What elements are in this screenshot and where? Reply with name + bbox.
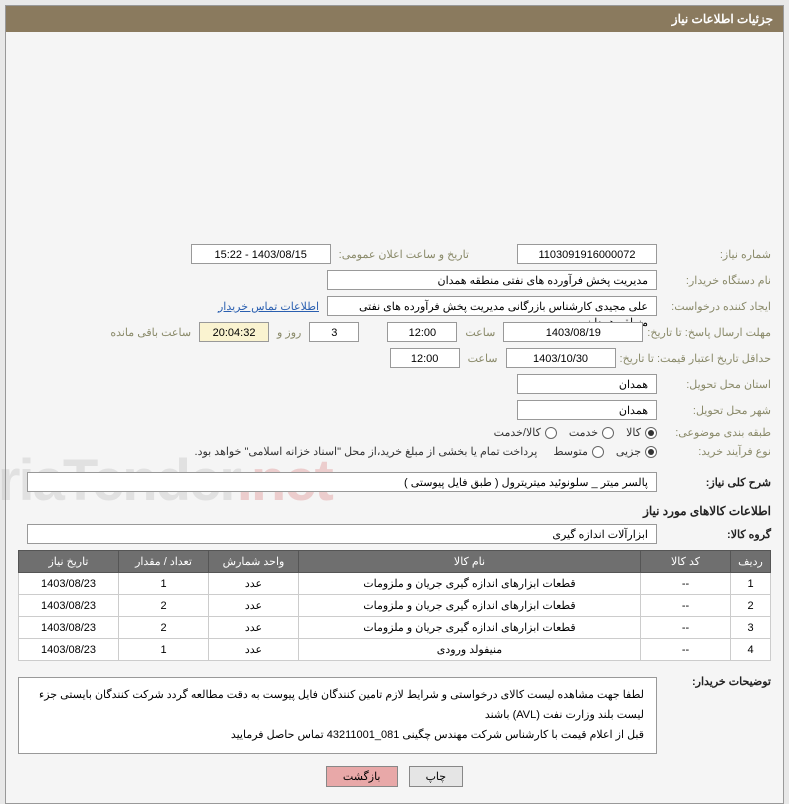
field-requester: علی مجیدی کارشناس بازرگانی مدیریت پخش فر… <box>327 296 657 316</box>
cell-idx: 2 <box>731 595 771 617</box>
th-idx: ردیف <box>731 551 771 573</box>
cell-code: -- <box>641 595 731 617</box>
label-days-and: روز و <box>273 326 305 339</box>
th-code: کد کالا <box>641 551 731 573</box>
cell-date: 1403/08/23 <box>19 639 119 661</box>
field-overall-desc: پالسر میتر _ سلونوئید میتریترول ( طبق فا… <box>27 472 657 492</box>
return-button[interactable]: بازگشت <box>326 766 398 787</box>
cell-name: منیفولد ورودی <box>299 639 641 661</box>
radio-goods[interactable]: کالا <box>626 426 657 439</box>
cell-unit: عدد <box>209 617 299 639</box>
cell-code: -- <box>641 639 731 661</box>
label-buyer-notes: توضیحات خریدار: <box>661 669 771 688</box>
radio-goods-input[interactable] <box>645 427 657 439</box>
label-requester: ایجاد کننده درخواست: <box>661 300 771 313</box>
cell-name: قطعات ابزارهای اندازه گیری جریان و ملزوم… <box>299 595 641 617</box>
notes-line-1: لطفا جهت مشاهده لیست کالای درخواستی و شر… <box>31 686 644 726</box>
radio-both-input[interactable] <box>545 427 557 439</box>
field-province: همدان <box>517 374 657 394</box>
field-validity-time: 12:00 <box>390 348 460 368</box>
cell-idx: 4 <box>731 639 771 661</box>
label-buyer-org: نام دستگاه خریدار: <box>661 274 771 287</box>
th-qty: تعداد / مقدار <box>119 551 209 573</box>
cell-unit: عدد <box>209 573 299 595</box>
th-unit: واحد شمارش <box>209 551 299 573</box>
cell-date: 1403/08/23 <box>19 595 119 617</box>
cell-date: 1403/08/23 <box>19 573 119 595</box>
radio-partial[interactable]: جزیی <box>616 445 657 458</box>
label-hour-2: ساعت <box>464 352 502 365</box>
label-hour-1: ساعت <box>461 326 499 339</box>
cell-code: -- <box>641 573 731 595</box>
radio-medium[interactable]: متوسط <box>553 445 604 458</box>
radio-service-input[interactable] <box>602 427 614 439</box>
proc-type-group: جزیی متوسط <box>553 445 657 458</box>
cell-unit: عدد <box>209 595 299 617</box>
proc-note: پرداخت تمام یا بخشی از مبلغ خرید،از محل … <box>195 445 538 458</box>
field-deadline-date: 1403/08/19 <box>503 322 643 342</box>
th-name: نام کالا <box>299 551 641 573</box>
subject-category-group: کالا خدمت کالا/خدمت <box>494 426 657 439</box>
cell-code: -- <box>641 617 731 639</box>
cell-unit: عدد <box>209 639 299 661</box>
table-row: 3--قطعات ابزارهای اندازه گیری جریان و مل… <box>19 617 771 639</box>
print-button[interactable]: چاپ <box>409 766 464 787</box>
label-deadline: مهلت ارسال پاسخ: تا تاریخ: <box>647 326 771 339</box>
field-city: همدان <box>517 400 657 420</box>
button-bar: چاپ بازگشت <box>18 754 771 791</box>
label-min-validity: حداقل تاریخ اعتبار قیمت: تا تاریخ: <box>620 352 771 365</box>
label-province: استان محل تحویل: <box>661 378 771 391</box>
cell-idx: 3 <box>731 617 771 639</box>
radio-medium-input[interactable] <box>592 446 604 458</box>
buyer-notes-box: لطفا جهت مشاهده لیست کالای درخواستی و شر… <box>18 677 657 754</box>
label-goods-group: گروه کالا: <box>661 528 771 541</box>
notes-line-2: قبل از اعلام قیمت با کارشناس شرکت مهندس … <box>31 726 644 746</box>
table-header-row: ردیف کد کالا نام کالا واحد شمارش تعداد /… <box>19 551 771 573</box>
field-announce-dt: 1403/08/15 - 15:22 <box>191 244 331 264</box>
label-announce-dt: تاریخ و ساعت اعلان عمومی: <box>335 248 473 261</box>
field-time-left: 20:04:32 <box>199 322 269 342</box>
table-row: 1--قطعات ابزارهای اندازه گیری جریان و مل… <box>19 573 771 595</box>
buyer-contact-link[interactable]: اطلاعات تماس خریدار <box>218 300 323 313</box>
cell-qty: 2 <box>119 617 209 639</box>
section-goods-info: اطلاعات کالاهای مورد نیاز <box>18 504 771 518</box>
panel-title: جزئیات اطلاعات نیاز <box>6 6 783 32</box>
radio-service[interactable]: خدمت <box>569 426 614 439</box>
th-date: تاریخ نیاز <box>19 551 119 573</box>
radio-both[interactable]: کالا/خدمت <box>494 426 557 439</box>
field-days-left: 3 <box>309 322 359 342</box>
label-city: شهر محل تحویل: <box>661 404 771 417</box>
table-row: 2--قطعات ابزارهای اندازه گیری جریان و مل… <box>19 595 771 617</box>
label-subject-cat: طبقه بندی موضوعی: <box>661 426 771 439</box>
goods-table: ردیف کد کالا نام کالا واحد شمارش تعداد /… <box>18 550 771 661</box>
cell-date: 1403/08/23 <box>19 617 119 639</box>
cell-qty: 2 <box>119 595 209 617</box>
field-buyer-org: مدیریت پخش فرآورده های نفتی منطقه همدان <box>327 270 657 290</box>
field-need-no: 1103091916000072 <box>517 244 657 264</box>
label-need-no: شماره نیاز: <box>661 248 771 261</box>
cell-qty: 1 <box>119 573 209 595</box>
cell-idx: 1 <box>731 573 771 595</box>
label-overall-desc: شرح کلی نیاز: <box>661 476 771 489</box>
detail-panel: جزئیات اطلاعات نیاز AriaTender.net شماره… <box>5 5 784 804</box>
table-row: 4--منیفولد ورودیعدد11403/08/23 <box>19 639 771 661</box>
label-proc-type: نوع فرآیند خرید: <box>661 445 771 458</box>
cell-name: قطعات ابزارهای اندازه گیری جریان و ملزوم… <box>299 573 641 595</box>
label-remaining: ساعت باقی مانده <box>106 326 195 339</box>
field-validity-date: 1403/10/30 <box>506 348 616 368</box>
cell-qty: 1 <box>119 639 209 661</box>
field-goods-group: ابزارآلات اندازه گیری <box>27 524 657 544</box>
radio-partial-input[interactable] <box>645 446 657 458</box>
field-deadline-time: 12:00 <box>387 322 457 342</box>
cell-name: قطعات ابزارهای اندازه گیری جریان و ملزوم… <box>299 617 641 639</box>
